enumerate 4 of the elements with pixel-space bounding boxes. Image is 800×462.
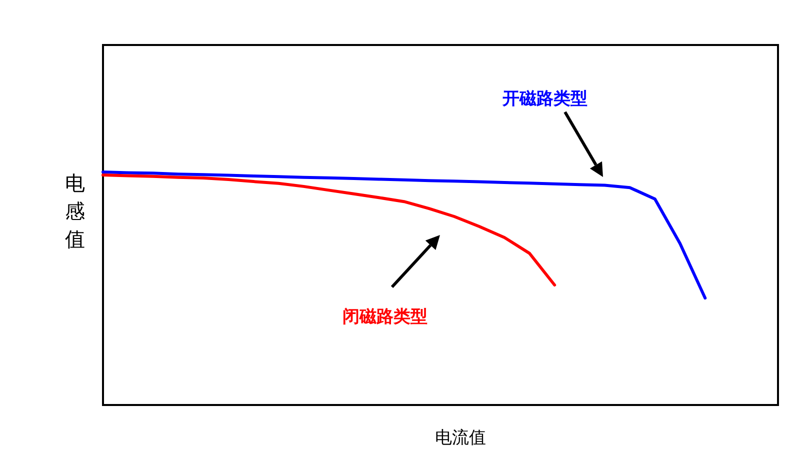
x-axis-title: 电流值 [435, 428, 486, 448]
text: 开磁路类型 [502, 89, 588, 109]
text: 闭磁路类型 [342, 307, 428, 327]
y-axis-title: 电感值 [65, 171, 85, 251]
